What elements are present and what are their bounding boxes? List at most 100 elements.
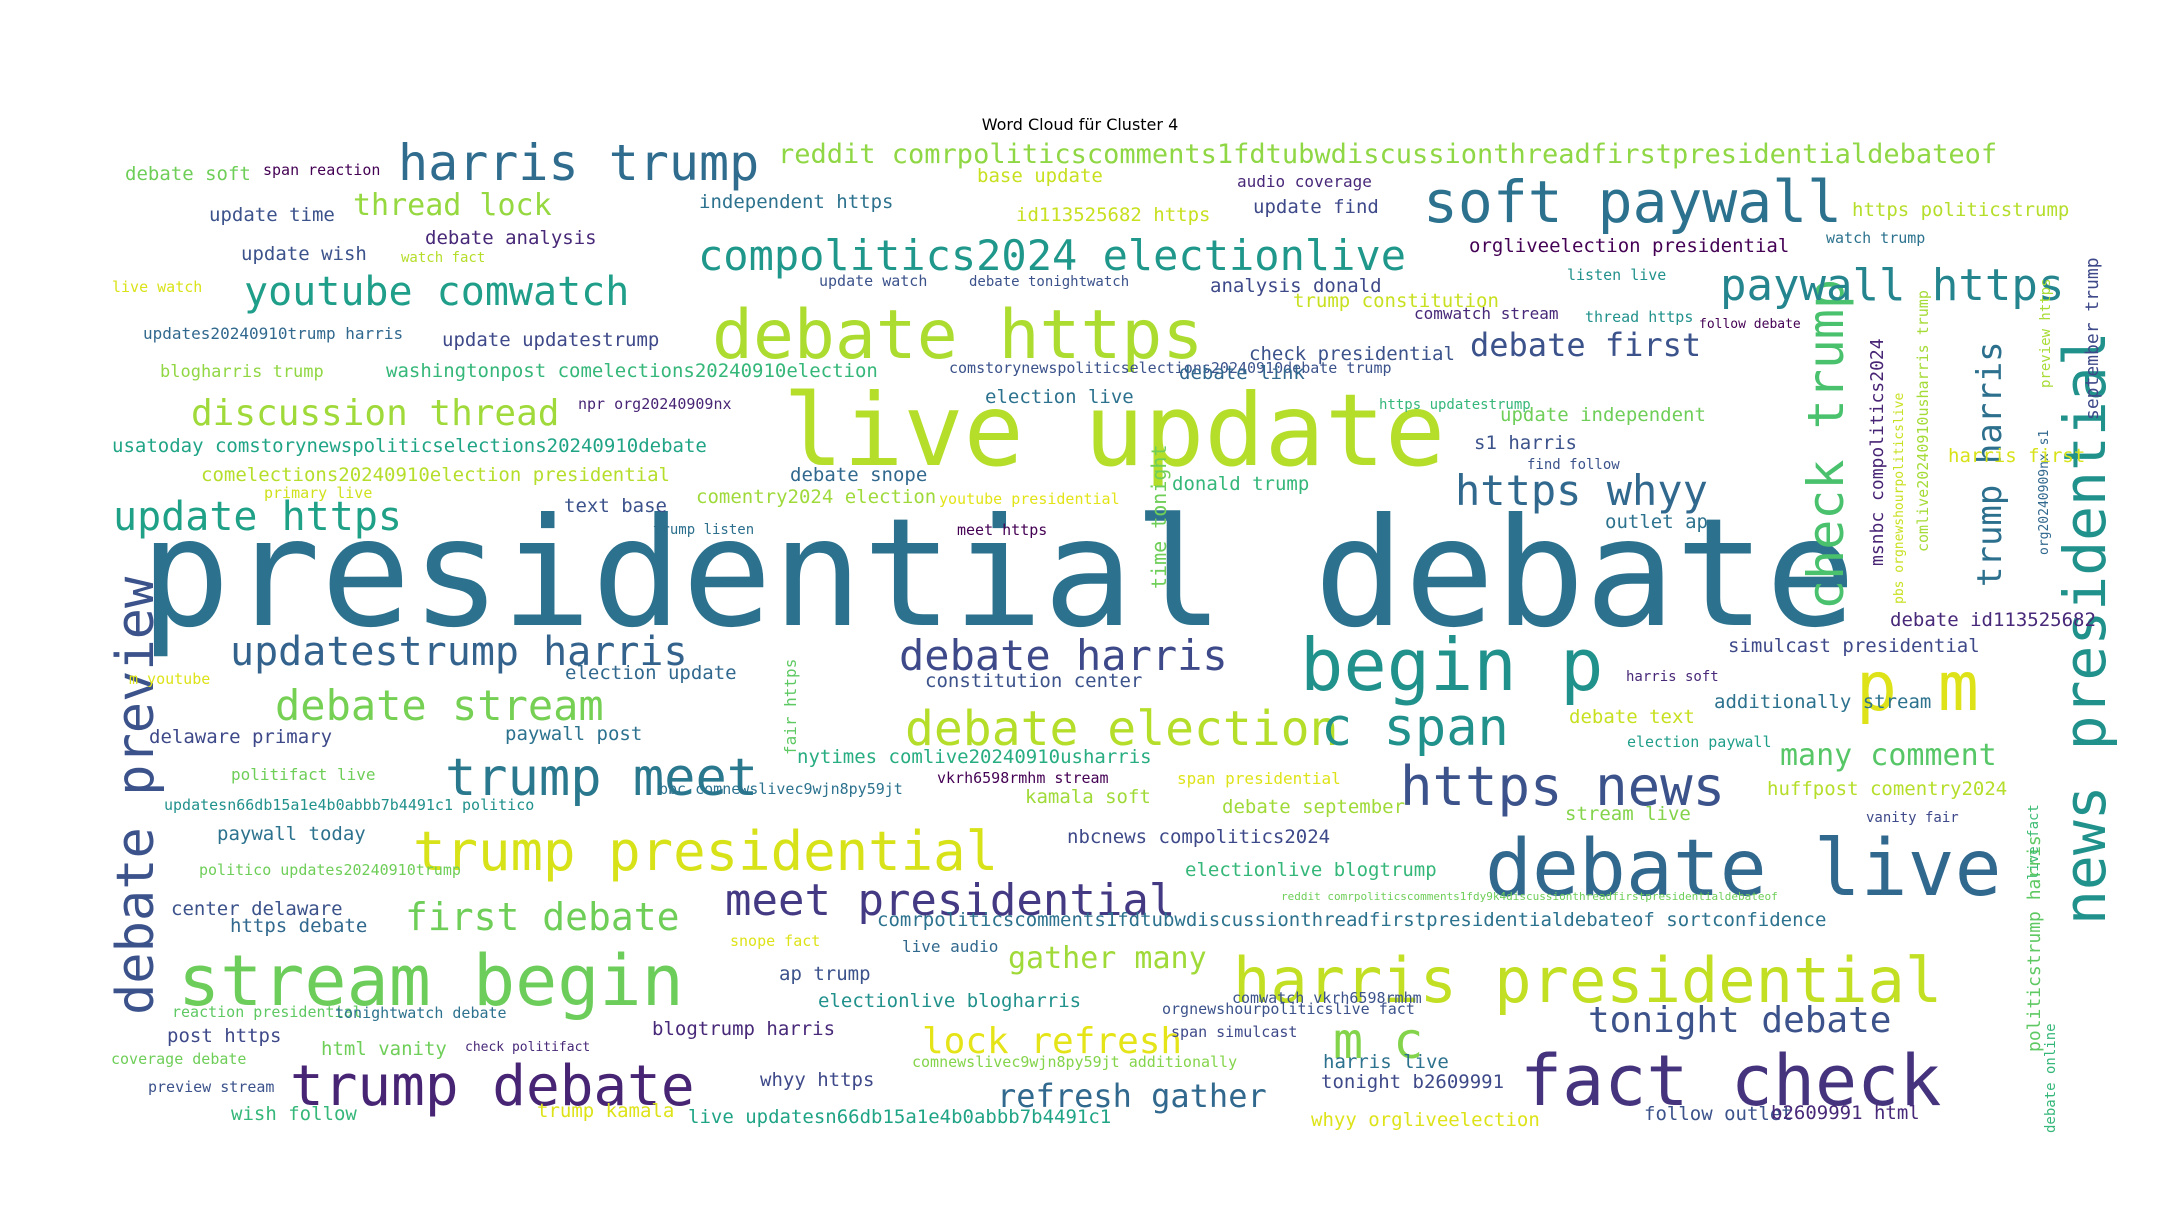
- word-cloud-phrase: harris presidential: [1233, 944, 1942, 1017]
- word-cloud-phrase: debate harris: [899, 631, 1228, 680]
- word-cloud-phrase: trump meet: [445, 748, 758, 808]
- word-cloud-phrase: harris first: [1948, 445, 2085, 467]
- word-cloud-phrase: fact check: [1520, 1040, 1941, 1122]
- word-cloud-phrase: politico updates20240910trump: [199, 861, 461, 879]
- word-cloud-phrase: presidential debate: [140, 487, 1856, 661]
- word-cloud-phrase: soft paywall: [1423, 168, 1842, 236]
- word-cloud-phrase: tonight debate: [1588, 1000, 1891, 1041]
- word-cloud-phrase: trump listen: [653, 522, 754, 538]
- word-cloud-phrase: https whyy: [1455, 466, 1708, 515]
- word-cloud-phrase: kamala soft: [1025, 786, 1151, 808]
- word-cloud-phrase: trump constitution: [1293, 290, 1499, 312]
- word-cloud-phrase: fair https: [781, 659, 800, 755]
- word-cloud-phrase: comentry2024 election: [696, 486, 936, 508]
- word-cloud-phrase: comwatch stream: [1414, 304, 1559, 323]
- word-cloud-phrase: primary live: [264, 484, 372, 502]
- word-cloud-phrase: donald trump: [1172, 473, 1309, 495]
- word-cloud-phrase: b2609991 html: [1771, 1102, 1920, 1124]
- word-cloud-phrase: electionlive blogtrump: [1185, 859, 1437, 881]
- word-cloud-phrase: first debate: [405, 895, 680, 939]
- word-cloud-phrase: watch fact: [401, 250, 485, 266]
- word-cloud-phrase: preview stream: [148, 1078, 274, 1096]
- word-cloud-phrase: https updatestrump: [1379, 397, 1531, 413]
- word-cloud-phrase: discussion thread: [191, 393, 559, 434]
- word-cloud-phrase: live update: [783, 372, 1445, 489]
- word-cloud-phrase: check presidential: [1249, 343, 1455, 365]
- word-cloud-phrase: update https: [113, 494, 402, 540]
- word-cloud-phrase: whyy https: [760, 1069, 874, 1091]
- word-cloud-phrase: vanity fair: [1866, 810, 1959, 826]
- chart-title: Word Cloud für Cluster 4: [981, 115, 1179, 134]
- word-cloud-phrase: debate analysis: [425, 227, 597, 249]
- word-cloud-phrase: update watch: [819, 272, 927, 290]
- word-cloud-phrase: huffpost comentry2024: [1767, 778, 2007, 800]
- word-cloud-phrase: npr org20240909nx: [578, 395, 732, 413]
- word-cloud-phrase: lock refresh: [922, 1021, 1182, 1062]
- word-cloud-phrase: span simulcast: [1171, 1023, 1297, 1041]
- word-cloud-phrase: s1 harris: [1474, 432, 1577, 454]
- word-cloud-phrase: orgnewshourpoliticslive fact: [1162, 1000, 1415, 1018]
- word-cloud-phrase: blogharris trump: [160, 362, 324, 382]
- word-cloud-phrase: paywall https: [1720, 260, 2064, 311]
- word-cloud-phrase: debate tonightwatch: [969, 274, 1129, 290]
- word-cloud-phrase: analysis donald: [1210, 275, 1382, 297]
- word-cloud-phrase: meet presidential: [725, 875, 1175, 926]
- word-cloud-phrase: follow outlet: [1644, 1103, 1793, 1125]
- word-cloud-phrase: debate first: [1470, 326, 1701, 364]
- word-cloud-phrase: thread https: [1585, 308, 1693, 326]
- word-cloud-phrase: debate soft: [125, 163, 251, 185]
- word-cloud-phrase: updatesn66db15a1e4b0abbb7b4491c1 politic…: [164, 796, 534, 814]
- word-cloud-phrase: stream begin: [178, 940, 684, 1022]
- word-cloud-phrase: https politicstrump: [1852, 199, 2069, 221]
- word-cloud-phrase: debate online: [2043, 1023, 2059, 1133]
- word-cloud-phrase: comwatch vkrh6598rmhm: [1232, 989, 1422, 1007]
- word-cloud-phrase: p m: [1856, 648, 1979, 727]
- word-cloud-phrase: m c: [1333, 1012, 1423, 1070]
- word-cloud-phrase: vkrh6598rmhm stream: [937, 769, 1109, 787]
- word-cloud-phrase: update find: [1253, 196, 1379, 218]
- word-cloud-phrase: thread lock: [353, 188, 552, 223]
- word-cloud-phrase: debate snope: [790, 464, 927, 486]
- word-cloud-phrase: wish follow: [231, 1103, 357, 1125]
- word-cloud-phrase: harris live: [1323, 1051, 1449, 1073]
- word-cloud-phrase: html vanity: [321, 1038, 447, 1060]
- word-cloud-phrase: nytimes comlive20240910usharris: [797, 746, 1152, 768]
- word-cloud-phrase: base update: [977, 165, 1103, 187]
- word-cloud-phrase: ap trump: [779, 963, 871, 985]
- word-cloud-phrase: comstorynewspoliticselections20240910deb…: [949, 359, 1392, 377]
- word-cloud-phrase: watch trump: [1826, 229, 1925, 247]
- word-cloud-phrase: comlive20240910usharris trump: [1914, 290, 1932, 552]
- word-cloud-phrase: paywall post: [505, 723, 642, 745]
- word-cloud-phrase: id113525682 https: [1016, 204, 1210, 226]
- word-cloud-phrase: live watch: [112, 278, 202, 296]
- word-cloud-phrase: comnewslivec9wjn8py59jt additionally: [912, 1053, 1237, 1071]
- word-cloud-phrase: debate election: [905, 701, 1338, 757]
- word-cloud-phrase: debate text: [1569, 706, 1695, 728]
- word-cloud-phrase: tonight b2609991: [1321, 1071, 1504, 1093]
- word-cloud-phrase: youtube comwatch: [244, 269, 629, 315]
- word-cloud-phrase: center delaware: [171, 898, 343, 920]
- word-cloud-phrase: politifact live: [231, 765, 376, 784]
- word-cloud-phrase: independent https: [699, 191, 893, 213]
- word-cloud-phrase: debate stream: [275, 681, 604, 730]
- word-cloud-phrase: trump debate: [290, 1054, 695, 1119]
- word-cloud-phrase: reddit comrpoliticscomments1fdy9k4discus…: [1281, 890, 1778, 903]
- word-cloud-phrase: nbcnews compolitics2024: [1067, 826, 1330, 848]
- word-cloud-phrase: electionlive blogharris: [818, 990, 1081, 1012]
- word-cloud-phrase: politicstrump harris: [2024, 835, 2045, 1052]
- word-cloud-phrase: stream live: [1565, 803, 1691, 825]
- word-cloud-phrase: begin p: [1300, 623, 1603, 707]
- word-cloud-phrase: compolitics2024 electionlive: [698, 231, 1406, 280]
- word-cloud-phrase: gather many: [1008, 941, 1207, 976]
- word-cloud-phrase: text base: [564, 495, 667, 517]
- word-cloud-phrase: find follow: [1527, 457, 1620, 473]
- word-cloud-phrase: bbc comnewslivec9wjn8py59jt: [659, 780, 903, 798]
- word-cloud-phrase: whyy orgliveelection: [1311, 1109, 1540, 1131]
- word-cloud-phrase: preview https: [2038, 278, 2054, 388]
- word-cloud-phrase: span reaction: [263, 161, 380, 179]
- word-cloud-phrase: election live: [985, 386, 1134, 408]
- word-cloud-phrase: check trump: [1797, 279, 1855, 610]
- word-cloud-phrase: orgliveelection presidential: [1469, 235, 1789, 257]
- word-cloud-phrase: m youtube: [129, 670, 210, 688]
- word-cloud-phrase: pbs orgnewshourpoliticslive: [1892, 393, 1907, 604]
